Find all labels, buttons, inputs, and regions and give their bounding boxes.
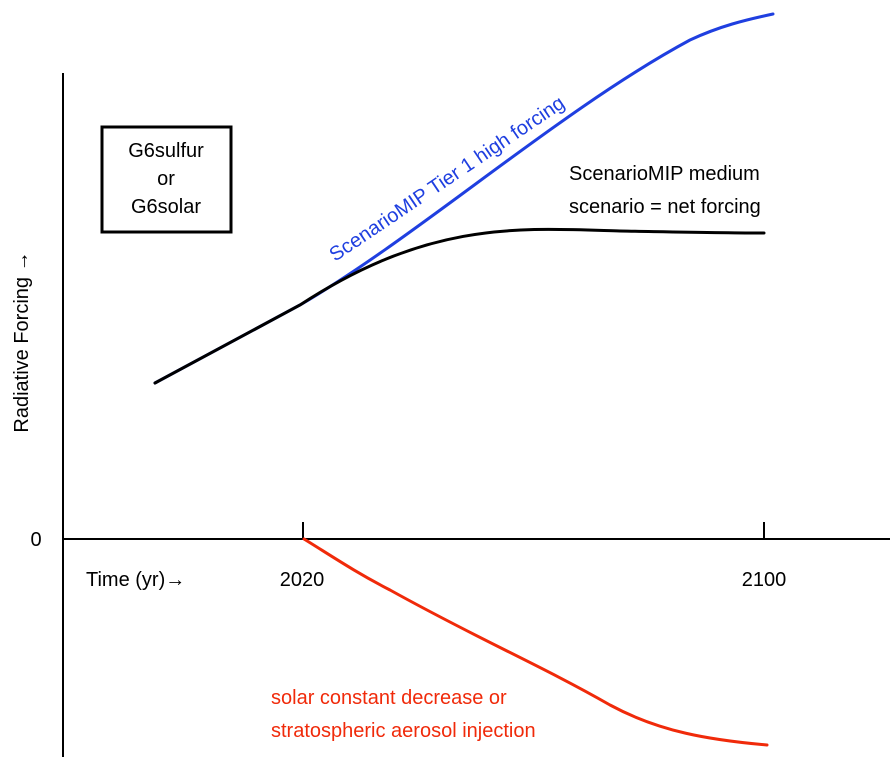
tick-label-2020: 2020 xyxy=(280,569,325,591)
high-forcing-curve xyxy=(153,12,775,385)
box-line-3: G6solar xyxy=(131,196,201,218)
medium-label-line-1: ScenarioMIP medium xyxy=(569,163,760,185)
medium-label-line-2: scenario = net forcing xyxy=(569,196,761,218)
zero-label: 0 xyxy=(30,529,41,551)
geoengineering-curve xyxy=(302,537,769,747)
medium-scenario-curve xyxy=(153,227,766,385)
geo-label-line-2: stratospheric aerosol injection xyxy=(271,720,536,742)
experiment-box xyxy=(100,125,233,234)
tick-label-2100: 2100 xyxy=(742,569,787,591)
geo-label-line-1: solar constant decrease or xyxy=(271,687,507,709)
box-line-2: or xyxy=(157,168,175,190)
x-axis-label: Time (yr)→ xyxy=(86,569,185,591)
y-axis-label: Radiative Forcing → xyxy=(11,251,33,432)
box-line-1: G6sulfur xyxy=(128,140,204,162)
